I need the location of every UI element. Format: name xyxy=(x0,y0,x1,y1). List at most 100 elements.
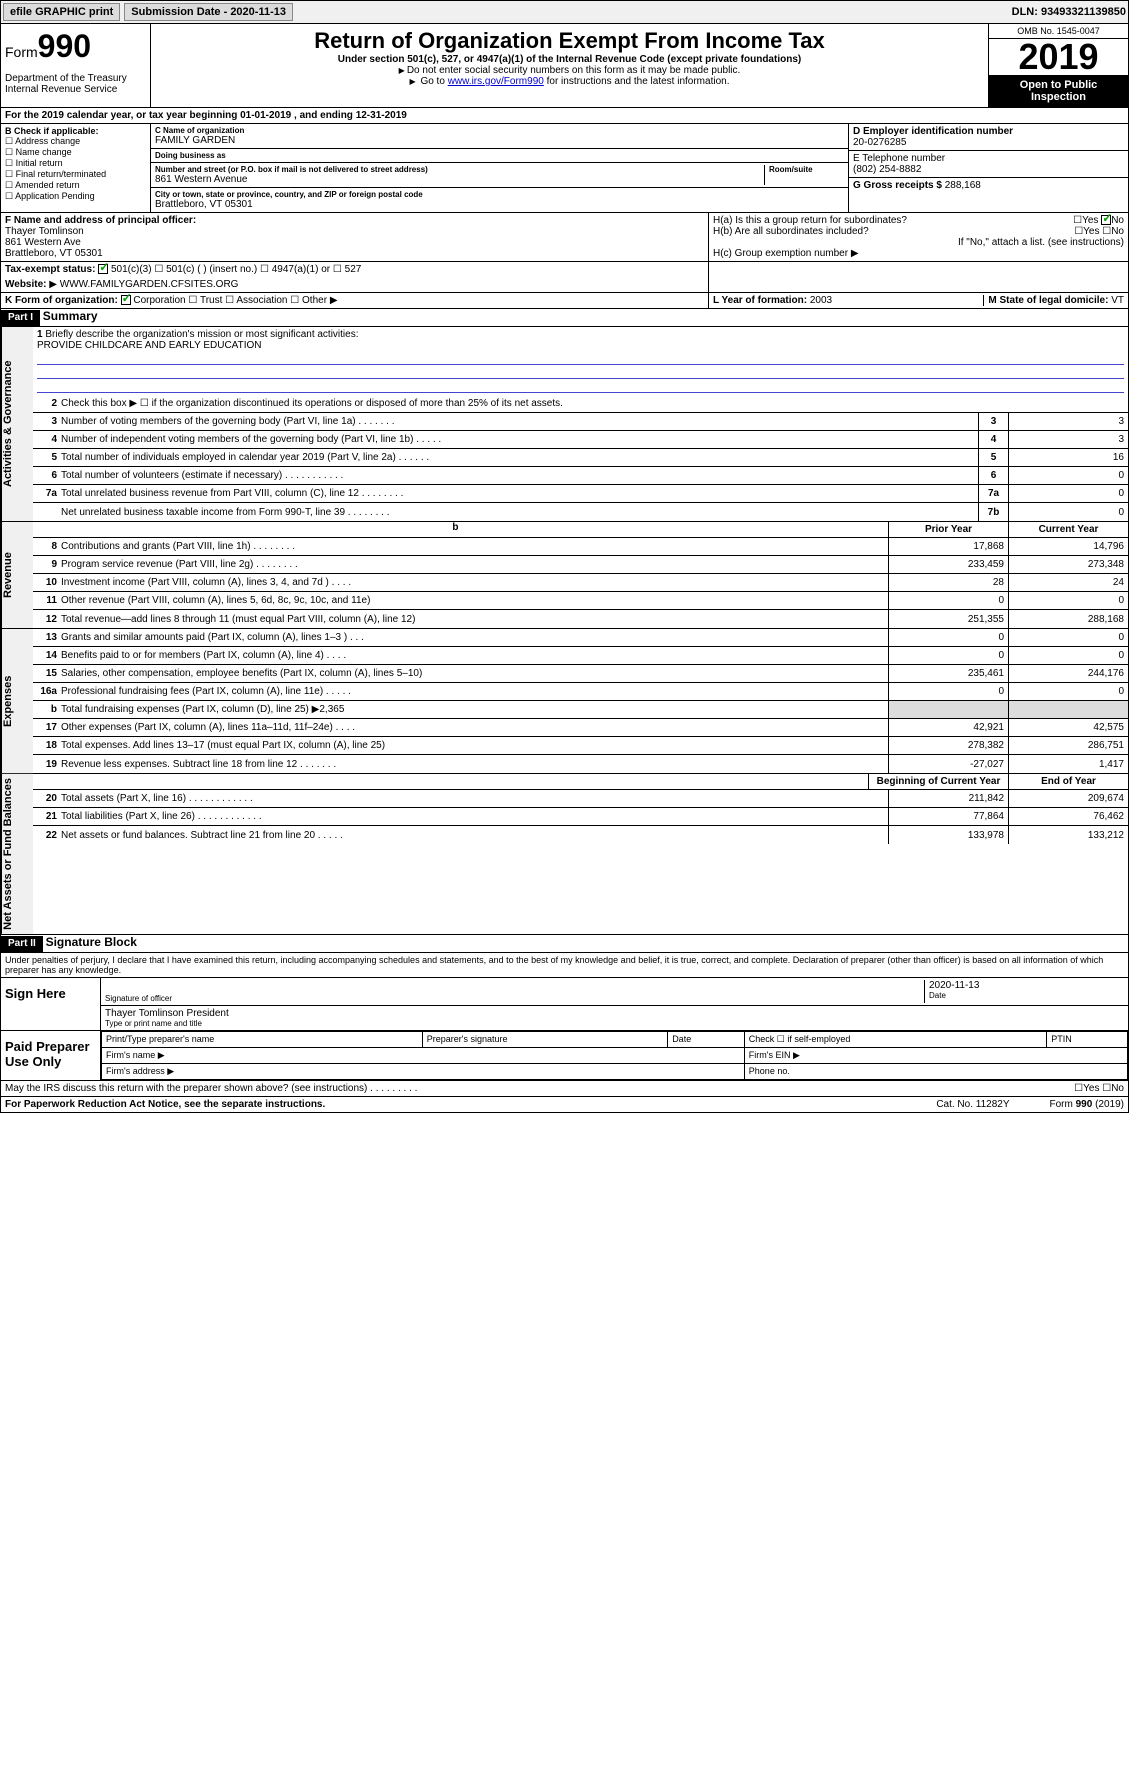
summary-line: 5Total number of individuals employed in… xyxy=(33,449,1128,467)
part1-header-row: Part I Summary xyxy=(0,309,1129,327)
summary-line: 17Other expenses (Part IX, column (A), l… xyxy=(33,719,1128,737)
sig-officer-label: Signature of officer xyxy=(105,994,924,1003)
k-corp-check xyxy=(121,295,131,305)
city-state-zip: Brattleboro, VT 05301 xyxy=(155,199,844,210)
form-note2: Go to www.irs.gov/Form990 for instructio… xyxy=(155,76,984,87)
part1-netassets: Net Assets or Fund Balances Beginning of… xyxy=(0,774,1129,935)
section-k-l-m: K Form of organization: Corporation ☐ Tr… xyxy=(0,293,1129,309)
current-year-head: Current Year xyxy=(1008,522,1128,537)
hc-row: H(c) Group exemption number ▶ xyxy=(713,248,1124,259)
efile-button[interactable]: efile GRAPHIC print xyxy=(3,3,120,21)
tax-year: 2019 xyxy=(989,39,1128,75)
f-label: F Name and address of principal officer: xyxy=(5,215,704,226)
summary-line: 10Investment income (Part VIII, column (… xyxy=(33,574,1128,592)
c-name-label: C Name of organization xyxy=(155,126,844,135)
sig-date-label: Date xyxy=(929,991,1124,1000)
summary-line: bTotal fundraising expenses (Part IX, co… xyxy=(33,701,1128,719)
b-title: B Check if applicable: xyxy=(5,126,99,136)
sig-date: 2020-11-13 xyxy=(929,980,1124,991)
ha-row: H(a) Is this a group return for subordin… xyxy=(713,215,1124,226)
summary-line: 11Other revenue (Part VIII, column (A), … xyxy=(33,592,1128,610)
bcy-head: Beginning of Current Year xyxy=(868,774,1008,789)
part2-header: Part II xyxy=(1,936,43,952)
ein: 20-0276285 xyxy=(853,137,1124,148)
summary-line: 12Total revenue—add lines 8 through 11 (… xyxy=(33,610,1128,628)
check-amended[interactable]: ☐ Amended return xyxy=(5,180,146,191)
hb-note: If "No," attach a list. (see instruction… xyxy=(713,237,1124,248)
summary-line: 22Net assets or fund balances. Subtract … xyxy=(33,826,1128,844)
m-label: M State of legal domicile: xyxy=(988,295,1108,306)
k-label: K Form of organization: xyxy=(5,295,118,306)
c-dba-label: Doing business as xyxy=(155,151,844,160)
form-year-block: OMB No. 1545-0047 2019 Open to Public In… xyxy=(988,24,1128,107)
summary-line: 15Salaries, other compensation, employee… xyxy=(33,665,1128,683)
part1-expenses: Expenses 13Grants and similar amounts pa… xyxy=(0,629,1129,774)
j-label: Website: xyxy=(5,279,47,290)
summary-line: 13Grants and similar amounts paid (Part … xyxy=(33,629,1128,647)
officer-addr1: 861 Western Ave xyxy=(5,237,704,248)
l-label: L Year of formation: xyxy=(713,295,807,306)
check-pending[interactable]: ☐ Application Pending xyxy=(5,191,146,202)
year-formation: 2003 xyxy=(810,295,832,306)
rev-label: Revenue xyxy=(1,522,33,628)
sign-here-label: Sign Here xyxy=(1,978,101,1030)
summary-line: 16aProfessional fundraising fees (Part I… xyxy=(33,683,1128,701)
col-d-e-g: D Employer identification number 20-0276… xyxy=(848,124,1128,212)
section-f-h: F Name and address of principal officer:… xyxy=(0,213,1129,262)
paperwork-notice: For Paperwork Reduction Act Notice, see … xyxy=(5,1099,325,1110)
exp-label: Expenses xyxy=(1,629,33,773)
footer: For Paperwork Reduction Act Notice, see … xyxy=(0,1097,1129,1113)
hb-row: H(b) Are all subordinates included? ☐Yes… xyxy=(713,226,1124,237)
c-city-label: City or town, state or province, country… xyxy=(155,190,844,199)
signature-block: Under penalties of perjury, I declare th… xyxy=(0,953,1129,1081)
check-initial[interactable]: ☐ Initial return xyxy=(5,158,146,169)
open-inspection: Open to Public Inspection xyxy=(989,75,1128,107)
summary-line: 4Number of independent voting members of… xyxy=(33,431,1128,449)
summary-line: 9Program service revenue (Part VIII, lin… xyxy=(33,556,1128,574)
form-note1: Do not enter social security numbers on … xyxy=(155,65,984,76)
line-a: For the 2019 calendar year, or tax year … xyxy=(0,108,1129,124)
form990-link[interactable]: www.irs.gov/Form990 xyxy=(448,76,544,87)
form-number: 990 xyxy=(38,28,91,64)
line2-text: Check this box ▶ ☐ if the organization d… xyxy=(61,396,1128,411)
col-c: C Name of organization FAMILY GARDEN Doi… xyxy=(151,124,848,212)
gross-receipts: 288,168 xyxy=(945,180,981,191)
form-subtitle: Under section 501(c), 527, or 4947(a)(1)… xyxy=(155,54,984,65)
summary-line: 20Total assets (Part X, line 16) . . . .… xyxy=(33,790,1128,808)
eoy-head: End of Year xyxy=(1008,774,1128,789)
summary-line: 8Contributions and grants (Part VIII, li… xyxy=(33,538,1128,556)
discuss-row: May the IRS discuss this return with the… xyxy=(0,1081,1129,1097)
officer-printed: Thayer Tomlinson President xyxy=(105,1008,229,1019)
summary-line: 3Number of voting members of the governi… xyxy=(33,413,1128,431)
summary-line: 14Benefits paid to or for members (Part … xyxy=(33,647,1128,665)
summary-line: 21Total liabilities (Part X, line 26) . … xyxy=(33,808,1128,826)
form-label: Form xyxy=(5,44,38,60)
form-ref: Form 990 (2019) xyxy=(1050,1099,1124,1110)
part2-title: Signature Block xyxy=(46,935,137,949)
c-addr-label: Number and street (or P.O. box if mail i… xyxy=(155,165,764,174)
state-domicile: VT xyxy=(1111,295,1124,306)
ha-no-check xyxy=(1101,215,1111,225)
summary-line: 19Revenue less expenses. Subtract line 1… xyxy=(33,755,1128,773)
summary-line: 6Total number of volunteers (estimate if… xyxy=(33,467,1128,485)
paid-preparer-label: Paid Preparer Use Only xyxy=(1,1031,101,1080)
section-i: Tax-exempt status: 501(c)(3) ☐ 501(c) ( … xyxy=(0,262,1129,277)
part1-title: Summary xyxy=(43,309,98,323)
part2-header-row: Part II Signature Block xyxy=(0,935,1129,953)
part1-governance: Activities & Governance 1 Briefly descri… xyxy=(0,327,1129,522)
prior-year-head: Prior Year xyxy=(888,522,1008,537)
website: WWW.FAMILYGARDEN.CFSITES.ORG xyxy=(60,279,239,290)
check-name[interactable]: ☐ Name change xyxy=(5,147,146,158)
officer-addr2: Brattleboro, VT 05301 xyxy=(5,248,704,259)
dln: DLN: 93493321139850 xyxy=(1012,6,1126,18)
type-name-label: Type or print name and title xyxy=(105,1019,229,1028)
section-b-d: B Check if applicable: ☐ Address change … xyxy=(0,124,1129,213)
check-address[interactable]: ☐ Address change xyxy=(5,136,146,147)
check-final[interactable]: ☐ Final return/terminated xyxy=(5,169,146,180)
gov-label: Activities & Governance xyxy=(1,327,33,521)
room-label: Room/suite xyxy=(769,165,844,174)
net-label: Net Assets or Fund Balances xyxy=(1,774,33,934)
org-name: FAMILY GARDEN xyxy=(155,135,844,146)
part1-header: Part I xyxy=(1,310,40,326)
form-title-block: Return of Organization Exempt From Incom… xyxy=(151,24,988,107)
